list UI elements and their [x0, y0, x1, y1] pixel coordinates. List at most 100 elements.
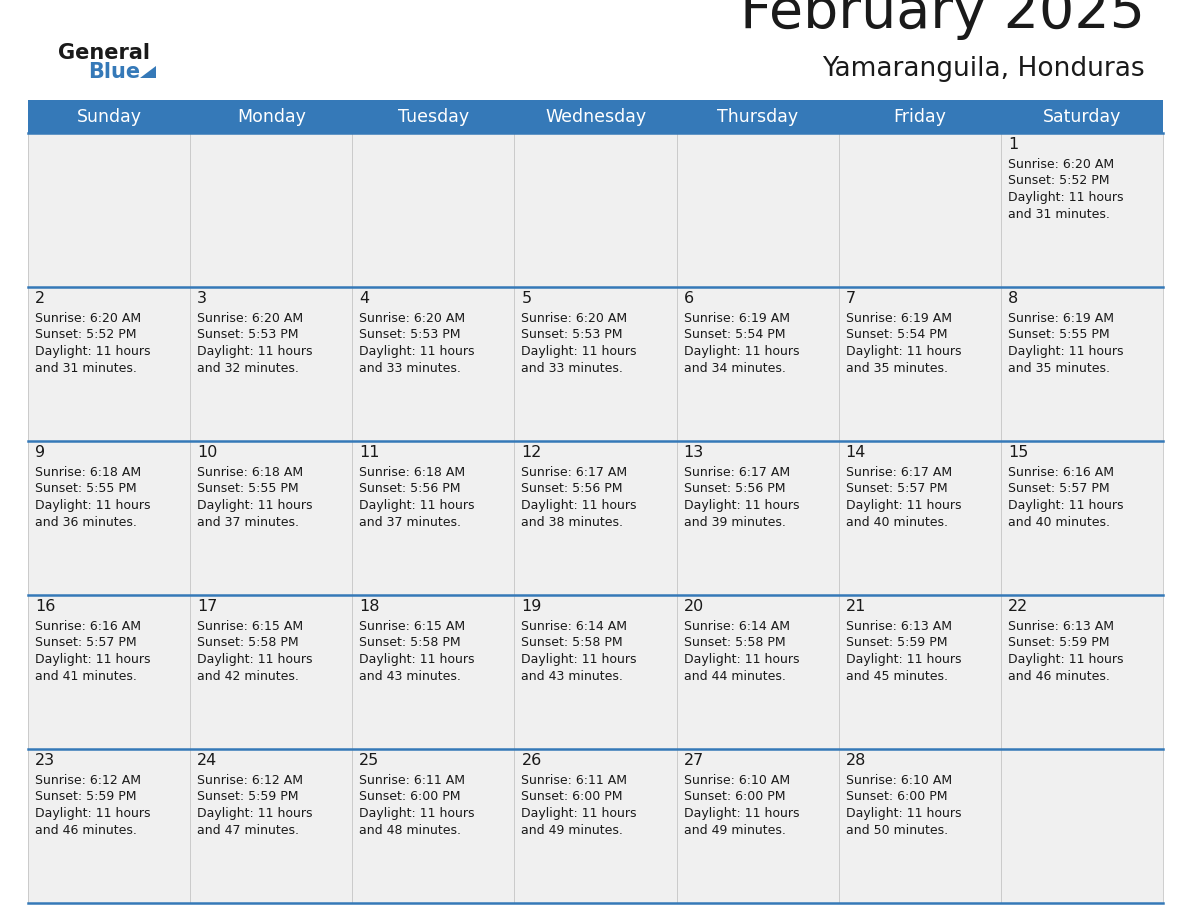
Bar: [29, 749, 190, 903]
Text: Daylight: 11 hours: Daylight: 11 hours: [683, 653, 800, 666]
Bar: [677, 749, 839, 903]
Bar: [353, 441, 514, 463]
Text: 3: 3: [197, 291, 207, 306]
Text: Sunrise: 6:19 AM: Sunrise: 6:19 AM: [683, 312, 790, 325]
Text: Sunrise: 6:18 AM: Sunrise: 6:18 AM: [197, 466, 303, 479]
Text: Daylight: 11 hours: Daylight: 11 hours: [197, 807, 312, 820]
Text: Sunrise: 6:18 AM: Sunrise: 6:18 AM: [359, 466, 466, 479]
Text: Sunset: 5:57 PM: Sunset: 5:57 PM: [34, 636, 137, 650]
Text: and 48 minutes.: and 48 minutes.: [359, 823, 461, 836]
Bar: [29, 133, 190, 287]
Text: and 35 minutes.: and 35 minutes.: [1007, 362, 1110, 375]
Text: Sunrise: 6:19 AM: Sunrise: 6:19 AM: [1007, 312, 1114, 325]
Text: Sunrise: 6:14 AM: Sunrise: 6:14 AM: [683, 620, 790, 633]
Bar: [514, 133, 677, 287]
Text: Sunset: 5:58 PM: Sunset: 5:58 PM: [197, 636, 298, 650]
Text: 9: 9: [34, 445, 45, 460]
Text: Wednesday: Wednesday: [545, 107, 646, 126]
Bar: [353, 441, 514, 595]
Text: 13: 13: [683, 445, 703, 460]
Text: 28: 28: [846, 753, 866, 768]
Text: Daylight: 11 hours: Daylight: 11 hours: [1007, 345, 1124, 358]
Text: Daylight: 11 hours: Daylight: 11 hours: [522, 807, 637, 820]
Text: February 2025: February 2025: [740, 0, 1145, 40]
Bar: [514, 441, 677, 595]
Text: Sunset: 5:53 PM: Sunset: 5:53 PM: [359, 329, 461, 341]
Bar: [1000, 133, 1163, 155]
Text: 21: 21: [846, 599, 866, 614]
Text: Sunset: 5:55 PM: Sunset: 5:55 PM: [197, 483, 298, 496]
Text: Sunset: 6:00 PM: Sunset: 6:00 PM: [522, 790, 623, 803]
Text: Sunrise: 6:11 AM: Sunrise: 6:11 AM: [359, 774, 466, 787]
Text: Sunrise: 6:10 AM: Sunrise: 6:10 AM: [846, 774, 952, 787]
Text: Monday: Monday: [236, 107, 305, 126]
Text: 18: 18: [359, 599, 380, 614]
Bar: [29, 287, 190, 441]
Text: 12: 12: [522, 445, 542, 460]
Bar: [29, 441, 190, 595]
Text: Daylight: 11 hours: Daylight: 11 hours: [683, 499, 800, 512]
Text: and 33 minutes.: and 33 minutes.: [359, 362, 461, 375]
Text: and 42 minutes.: and 42 minutes.: [197, 669, 299, 682]
Text: Sunset: 5:54 PM: Sunset: 5:54 PM: [846, 329, 947, 341]
Bar: [353, 749, 514, 771]
Text: Sunset: 5:59 PM: Sunset: 5:59 PM: [34, 790, 137, 803]
Text: Daylight: 11 hours: Daylight: 11 hours: [522, 499, 637, 512]
Bar: [29, 595, 190, 617]
Text: and 49 minutes.: and 49 minutes.: [522, 823, 624, 836]
Text: Daylight: 11 hours: Daylight: 11 hours: [1007, 653, 1124, 666]
Text: and 37 minutes.: and 37 minutes.: [359, 516, 461, 529]
Text: and 37 minutes.: and 37 minutes.: [197, 516, 299, 529]
Bar: [190, 749, 353, 771]
Text: Daylight: 11 hours: Daylight: 11 hours: [522, 345, 637, 358]
Text: 4: 4: [359, 291, 369, 306]
Text: and 40 minutes.: and 40 minutes.: [1007, 516, 1110, 529]
Text: Saturday: Saturday: [1043, 107, 1121, 126]
Text: Daylight: 11 hours: Daylight: 11 hours: [1007, 499, 1124, 512]
Bar: [190, 749, 353, 903]
Bar: [353, 133, 514, 287]
Text: Sunset: 6:00 PM: Sunset: 6:00 PM: [683, 790, 785, 803]
Bar: [677, 595, 839, 749]
Text: Sunrise: 6:18 AM: Sunrise: 6:18 AM: [34, 466, 141, 479]
Text: Daylight: 11 hours: Daylight: 11 hours: [359, 807, 475, 820]
Bar: [839, 749, 1000, 903]
Bar: [839, 441, 1000, 595]
Bar: [839, 133, 1000, 287]
Bar: [353, 749, 514, 903]
Text: Sunset: 5:57 PM: Sunset: 5:57 PM: [1007, 483, 1110, 496]
Text: Sunrise: 6:17 AM: Sunrise: 6:17 AM: [846, 466, 952, 479]
Text: 10: 10: [197, 445, 217, 460]
Text: Sunset: 6:00 PM: Sunset: 6:00 PM: [846, 790, 947, 803]
Bar: [839, 749, 1000, 771]
Text: Sunset: 5:58 PM: Sunset: 5:58 PM: [522, 636, 623, 650]
Bar: [677, 441, 839, 463]
Text: and 40 minutes.: and 40 minutes.: [846, 516, 948, 529]
Text: Blue: Blue: [88, 62, 140, 82]
Bar: [514, 595, 677, 617]
Text: Sunrise: 6:20 AM: Sunrise: 6:20 AM: [197, 312, 303, 325]
Text: Sunset: 5:53 PM: Sunset: 5:53 PM: [522, 329, 623, 341]
Text: Daylight: 11 hours: Daylight: 11 hours: [359, 345, 475, 358]
Bar: [190, 287, 353, 441]
Bar: [1000, 595, 1163, 749]
Bar: [190, 441, 353, 463]
Bar: [29, 595, 190, 749]
Text: Daylight: 11 hours: Daylight: 11 hours: [197, 499, 312, 512]
Bar: [514, 749, 677, 771]
Text: and 39 minutes.: and 39 minutes.: [683, 516, 785, 529]
Text: Yamaranguila, Honduras: Yamaranguila, Honduras: [822, 56, 1145, 82]
Text: Daylight: 11 hours: Daylight: 11 hours: [197, 653, 312, 666]
Bar: [1000, 441, 1163, 463]
Text: 22: 22: [1007, 599, 1028, 614]
Bar: [1000, 287, 1163, 309]
Bar: [1000, 441, 1163, 595]
Text: and 32 minutes.: and 32 minutes.: [197, 362, 299, 375]
Text: and 31 minutes.: and 31 minutes.: [34, 362, 137, 375]
Text: Sunrise: 6:16 AM: Sunrise: 6:16 AM: [34, 620, 141, 633]
Text: 15: 15: [1007, 445, 1029, 460]
Bar: [677, 287, 839, 309]
Bar: [839, 287, 1000, 441]
Text: and 38 minutes.: and 38 minutes.: [522, 516, 624, 529]
Text: and 49 minutes.: and 49 minutes.: [683, 823, 785, 836]
